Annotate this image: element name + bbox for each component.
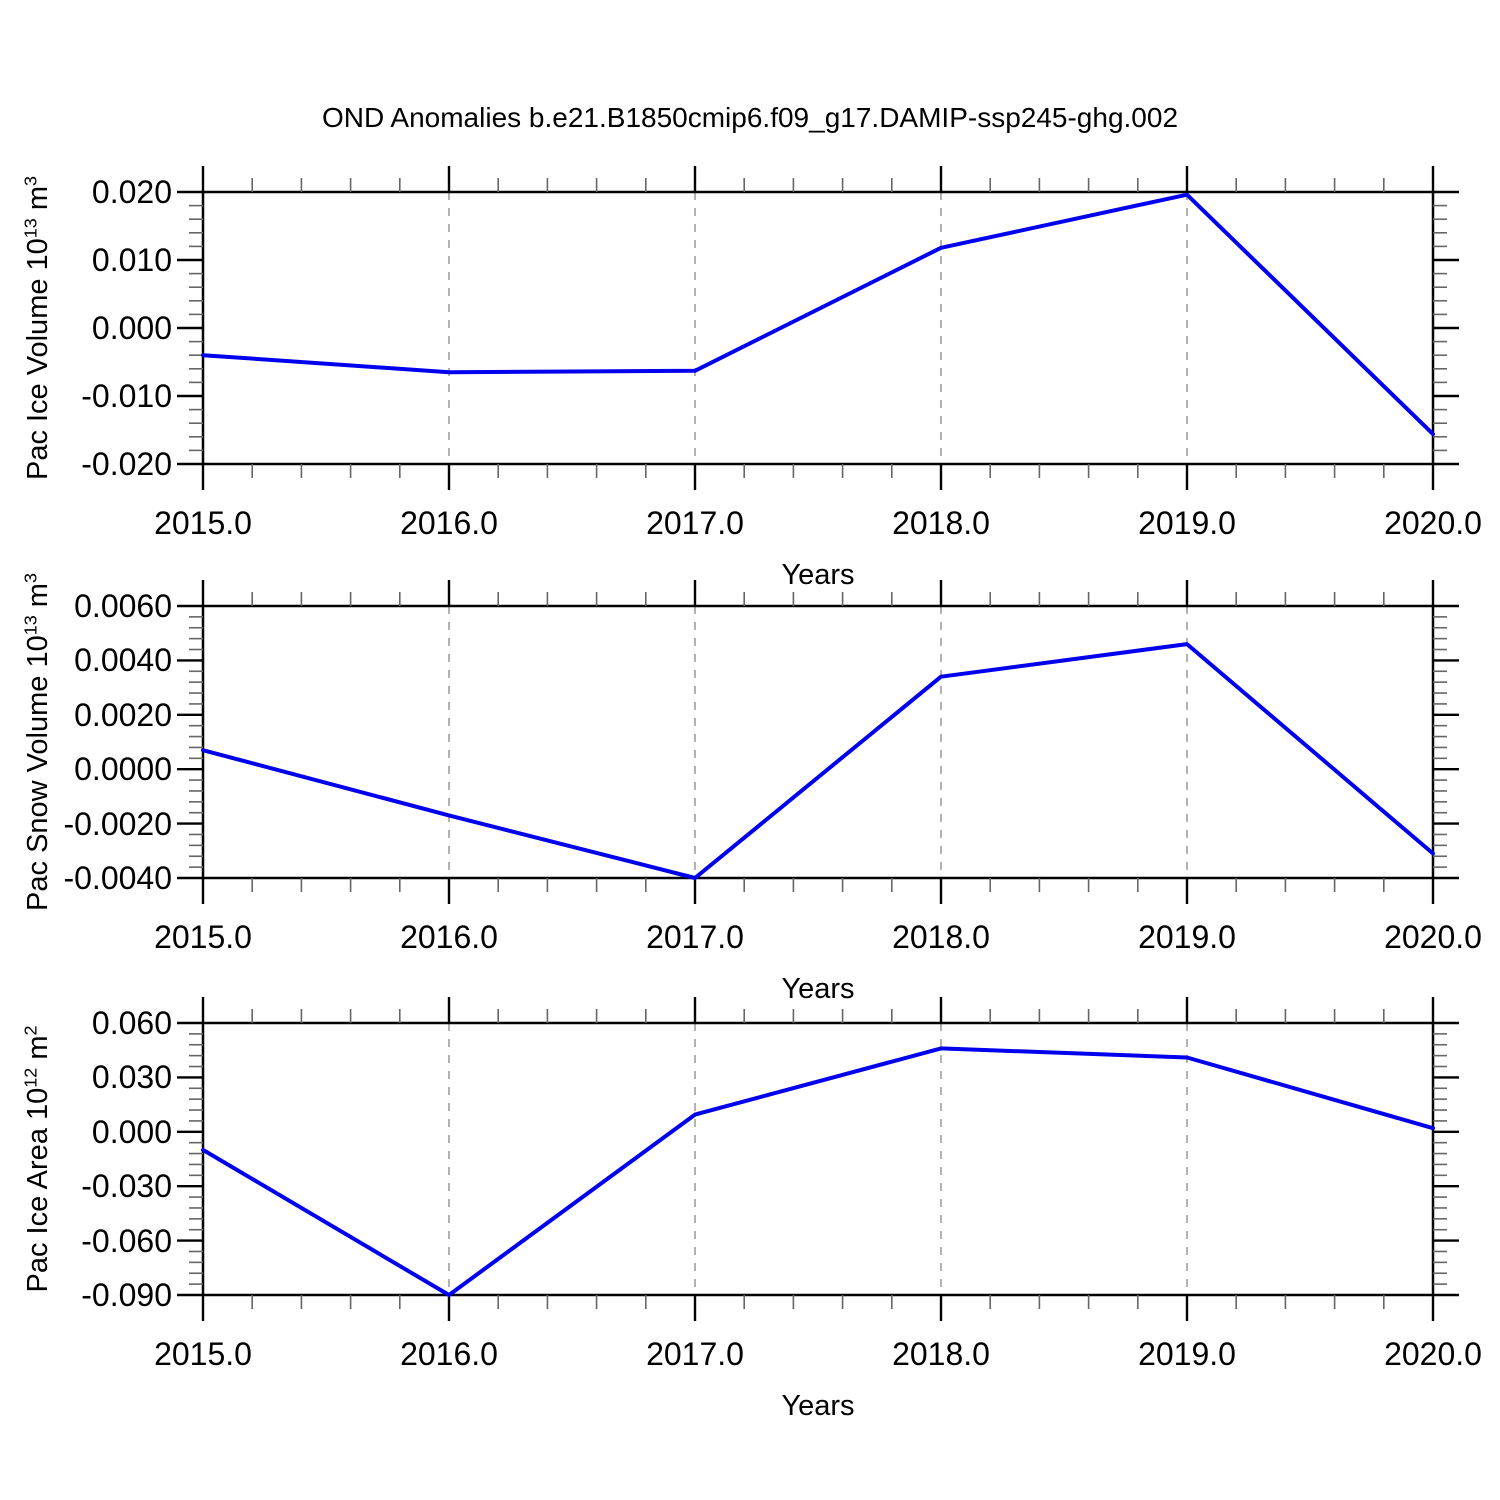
y-tick-label: 0.0040	[74, 642, 172, 679]
x-tick-label: 2015.0	[154, 505, 252, 541]
x-tick-label: 2015.0	[154, 1336, 252, 1372]
y-tick-label: -0.090	[81, 1277, 172, 1313]
data-line-pac-snow-volume	[201, 642, 1435, 880]
y-tick-label: -0.030	[81, 1168, 172, 1205]
y-axis-label: Pac Ice Area 1012 m2	[20, 1025, 54, 1293]
y-axis-label-text: Pac Snow Volume 10	[22, 635, 54, 911]
x-tick-label: 2017.0	[646, 1336, 744, 1372]
y-tick-label: 0.0060	[74, 588, 172, 624]
x-axis-label: Years	[781, 973, 855, 1005]
y-tick-label: 0.020	[91, 174, 172, 210]
y-tick-label: 0.000	[91, 1113, 172, 1150]
y-axis-label: Pac Ice Volume 1013 m3	[20, 175, 54, 481]
y-axis-label-exponent: 12	[20, 1067, 41, 1088]
y-axis-label-unit: m	[22, 1035, 54, 1068]
y-axis-label-unit: m	[22, 583, 54, 616]
y-tick-label: 0.0020	[74, 696, 172, 733]
y-axis-label-unit-exponent: 2	[20, 1025, 41, 1036]
x-tick-label: 2018.0	[892, 1336, 990, 1372]
x-tick-label: 2019.0	[1138, 505, 1236, 541]
y-axis-label-unit-exponent: 3	[20, 573, 41, 584]
x-tick-label: 2018.0	[892, 505, 990, 541]
y-tick-label: -0.0040	[63, 860, 172, 896]
x-tick-label: 2017.0	[646, 505, 744, 541]
x-tick-label: 2016.0	[400, 505, 498, 541]
x-axis-label: Years	[781, 559, 855, 591]
x-tick-label: 2017.0	[646, 919, 744, 955]
x-tick-label: 2019.0	[1138, 1336, 1236, 1372]
y-axis-label-unit-exponent: 3	[20, 175, 41, 186]
plot-frame-pac-ice-area	[201, 1021, 1435, 1297]
x-tick-label: 2020.0	[1384, 505, 1482, 541]
plot-frame-pac-snow-volume	[201, 604, 1435, 880]
y-axis-label-exponent: 13	[20, 615, 41, 636]
y-axis-label-unit: m	[22, 185, 54, 219]
x-tick-label: 2019.0	[1138, 919, 1236, 955]
y-axis-label-text: Pac Ice Area 10	[22, 1087, 54, 1293]
y-axis-label-text: Pac Ice Volume 10	[22, 238, 54, 481]
y-tick-label: 0.010	[91, 242, 172, 278]
y-axis-label-exponent: 13	[20, 218, 41, 239]
y-tick-label: -0.010	[81, 378, 172, 414]
y-tick-label: 0.0000	[74, 751, 172, 788]
x-tick-label: 2018.0	[892, 919, 990, 955]
x-tick-label: 2020.0	[1384, 919, 1482, 955]
y-tick-label: 0.030	[91, 1059, 172, 1096]
y-axis-label: Pac Snow Volume 1013 m3	[20, 573, 54, 911]
y-tick-label: -0.0020	[63, 805, 172, 842]
y-tick-label: 0.000	[91, 310, 172, 346]
chart-title: OND Anomalies b.e21.B1850cmip6.f09_g17.D…	[321, 102, 1179, 133]
data-line-pac-ice-volume	[201, 192, 1435, 437]
y-tick-label: 0.060	[91, 1005, 172, 1041]
x-tick-label: 2020.0	[1384, 1336, 1482, 1372]
y-tick-label: -0.060	[81, 1222, 172, 1259]
data-line-pac-ice-area	[201, 1046, 1435, 1297]
x-tick-label: 2016.0	[400, 919, 498, 955]
plot-frame-pac-ice-volume	[201, 190, 1435, 466]
x-axis-label: Years	[781, 1390, 855, 1422]
x-tick-label: 2016.0	[400, 1336, 498, 1372]
x-tick-label: 2015.0	[154, 919, 252, 955]
y-tick-label: -0.020	[81, 446, 172, 482]
